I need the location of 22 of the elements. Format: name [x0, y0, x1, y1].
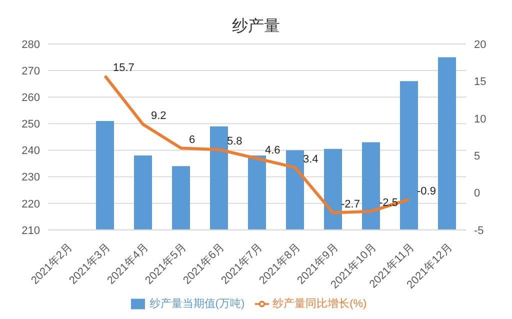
y2-tick-label: 0 — [474, 188, 480, 200]
y2-tick-label: 10 — [474, 113, 486, 126]
line-series — [104, 74, 410, 214]
y-tick-label: 230 — [22, 172, 40, 184]
y2-tick-label: 5 — [474, 150, 480, 162]
data-label: 6 — [189, 134, 196, 146]
legend-label: 纱产量当期值(万吨) — [149, 298, 245, 310]
y-tick-label: 250 — [22, 118, 40, 131]
data-label: 15.7 — [113, 62, 134, 74]
y-tick-label: 210 — [22, 224, 40, 237]
y2-tick-label: 20 — [474, 38, 486, 51]
y-tick-label: 240 — [22, 145, 40, 158]
chart-title: 纱产量 — [231, 16, 281, 37]
y2-tick-label: 15 — [474, 76, 486, 88]
y-tick-label: 280 — [22, 38, 40, 51]
y-tick-label: 270 — [22, 65, 40, 78]
legend-label: 纱产量同比增长(%) — [272, 298, 367, 310]
y2-tick-label: -5 — [474, 224, 484, 237]
data-label: 9.2 — [151, 110, 166, 122]
data-label: 4.6 — [265, 144, 280, 156]
y-tick-label: 260 — [22, 92, 40, 104]
y-tick-label: 220 — [22, 198, 40, 210]
